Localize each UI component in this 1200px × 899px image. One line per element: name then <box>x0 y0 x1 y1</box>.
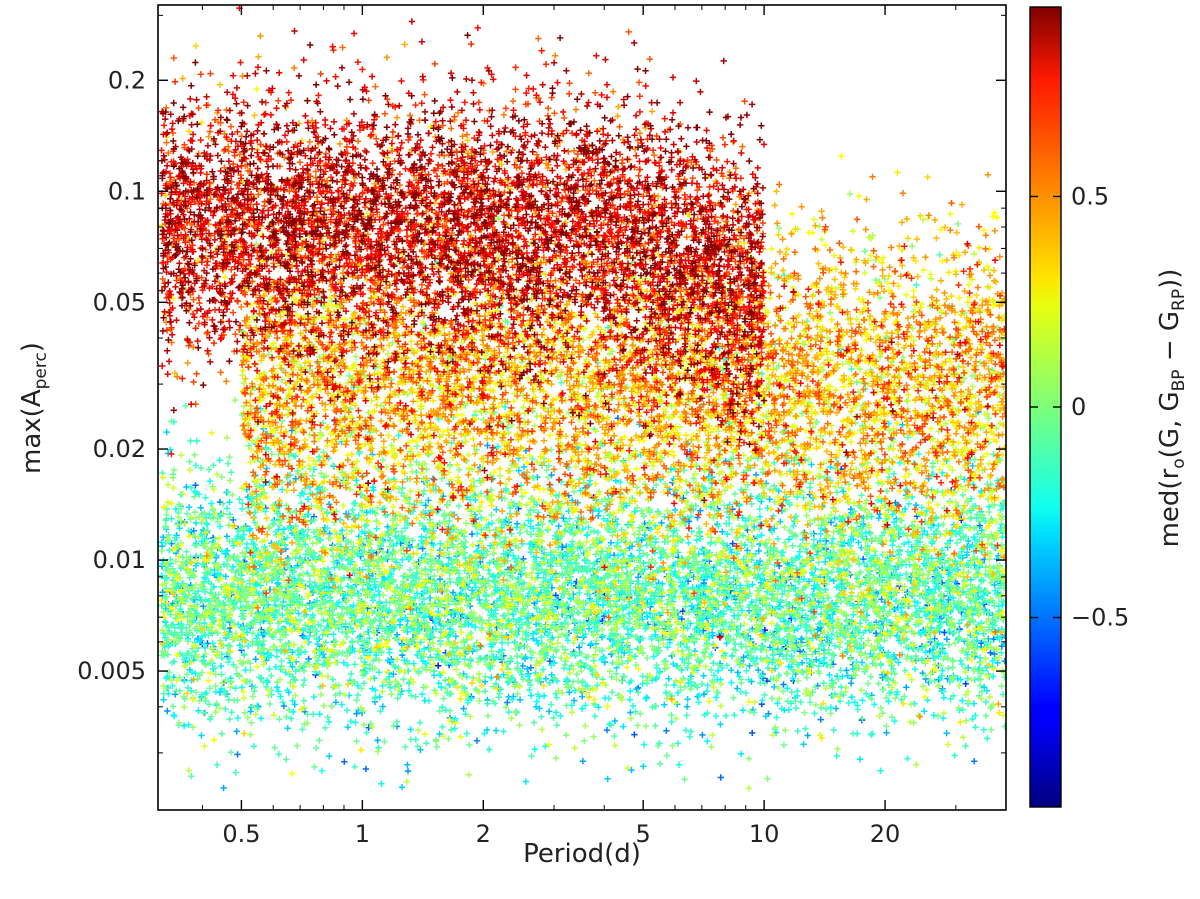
y-tick-label: 0.01 <box>93 546 146 574</box>
colorbar-tick-label: −0.5 <box>1071 604 1129 632</box>
y-tick-label: 0.05 <box>93 288 146 316</box>
x-axis-label: Period(d) <box>523 839 641 869</box>
y-tick-label: 0.005 <box>77 657 146 685</box>
scatter-points <box>158 5 1006 792</box>
x-tick-label: 1 <box>355 820 370 848</box>
x-tick-label: 10 <box>749 820 780 848</box>
plot-frame <box>157 4 1007 811</box>
x-axis-ticks: 0.5 1 2 5 10 20 <box>201 5 1007 848</box>
colorbar-tick-label: 0 <box>1071 393 1086 421</box>
y-axis-ticks: 0.005 0.01 0.02 0.05 0.1 0.2 <box>77 14 1006 754</box>
y-axis-label: max(Aperc) <box>17 342 51 474</box>
scatter-marker-group <box>160 18 971 518</box>
scatter-marker-group <box>158 32 896 487</box>
x-tick-label: 2 <box>476 820 491 848</box>
x-tick-label: 0.5 <box>222 820 260 848</box>
y-tick-label: 0.1 <box>108 177 146 205</box>
colorbar-tick-label: 0.5 <box>1071 182 1109 210</box>
x-tick-label: 5 <box>636 820 651 848</box>
x-tick-label: 20 <box>870 820 901 848</box>
colorbar-ticks: −0.5 0 0.5 <box>1030 182 1129 632</box>
y-tick-label: 0.2 <box>108 66 146 94</box>
y-tick-label: 0.02 <box>93 435 146 463</box>
colorbar-label: med(ro(G, GBP − GRP)) <box>1155 269 1189 548</box>
